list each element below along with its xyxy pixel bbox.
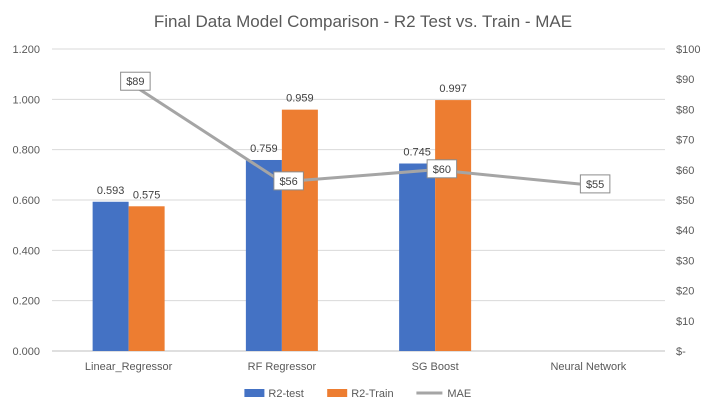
left-axis-tick-label: 0.600 xyxy=(12,195,40,207)
category-labels: Linear_Regressor RF Regressor SG Boost Neur… xyxy=(85,361,627,373)
bar-data-label: 0.959 xyxy=(286,93,314,105)
legend-label: R2-Train xyxy=(351,388,393,400)
right-axis-tick-label: $30 xyxy=(676,255,694,267)
mae-data-label: $60 xyxy=(426,159,458,179)
right-axis-tick-label: $- xyxy=(676,346,686,358)
chart-title: Final Data Model Comparison - R2 Test vs… xyxy=(154,12,572,31)
bar-data-label: 0.759 xyxy=(250,143,278,155)
category-label: Neural Network xyxy=(550,361,626,373)
right-axis-tick-label: $100 xyxy=(676,44,700,56)
legend-item-r2-train[interactable]: R2-Train xyxy=(327,388,394,400)
bar-r2-test xyxy=(399,163,436,351)
bars: 0.593 0.759 0.745 0.575 0.959 0.997 xyxy=(92,83,472,351)
mae-label-text: $55 xyxy=(586,179,604,191)
left-axis-tick-label: 0.400 xyxy=(12,245,40,257)
legend-item-r2-test[interactable]: R2-test xyxy=(244,388,304,400)
legend-swatch xyxy=(327,389,348,397)
right-axis-tick-label: $70 xyxy=(676,135,694,147)
bar-data-label: 0.745 xyxy=(403,147,431,159)
left-axis-tick-label: 0.000 xyxy=(12,346,40,358)
mae-label-box xyxy=(120,71,151,91)
category-label: Linear_Regressor xyxy=(85,361,173,373)
right-axis: $- $10 $20 $30 $40 $50 $60 $70 $80 $90 $100 xyxy=(676,44,700,358)
left-axis-tick-label: 1.000 xyxy=(12,94,40,106)
bar-r2-train xyxy=(281,109,318,351)
legend-label: MAE xyxy=(447,388,471,400)
legend-label: R2-test xyxy=(268,388,303,400)
bar-r2-train xyxy=(435,100,472,351)
left-axis-tick-label: 1.200 xyxy=(12,44,40,56)
right-axis-tick-label: $90 xyxy=(676,74,694,86)
right-axis-tick-label: $60 xyxy=(676,165,694,177)
category-label: SG Boost xyxy=(412,361,459,373)
right-axis-tick-label: $80 xyxy=(676,104,694,116)
mae-label-text: $60 xyxy=(433,164,451,176)
legend[interactable]: R2-test R2-Train MAE xyxy=(244,388,471,400)
mae-label-box xyxy=(273,171,304,191)
bar-r2-test xyxy=(92,201,129,351)
mae-label-box xyxy=(579,174,611,194)
legend-item-mae[interactable]: MAE xyxy=(416,388,471,400)
left-axis-tick-label: 0.800 xyxy=(12,145,40,157)
right-axis-tick-label: $10 xyxy=(676,316,694,328)
mae-label-box xyxy=(426,159,458,179)
mae-data-label: $89 xyxy=(120,71,151,91)
bar-r2-test xyxy=(245,159,282,351)
left-axis-tick-label: 0.200 xyxy=(12,296,40,308)
left-axis: 0.000 0.200 0.400 0.600 0.800 1.000 1.200 xyxy=(12,44,40,358)
mae-label-text: $89 xyxy=(126,76,144,88)
right-axis-tick-label: $40 xyxy=(676,225,694,237)
mae-data-label: $55 xyxy=(579,174,611,194)
bar-r2-train xyxy=(128,206,165,351)
right-axis-tick-label: $20 xyxy=(676,286,694,298)
mae-label-text: $56 xyxy=(279,176,297,188)
bar-data-label: 0.593 xyxy=(97,185,125,197)
category-label: RF Regressor xyxy=(248,361,317,373)
mae-line: $89 $56 $60 $55 xyxy=(120,71,611,194)
mae-data-label: $56 xyxy=(273,171,304,191)
mae-series-line xyxy=(127,80,589,187)
bar-data-label: 0.575 xyxy=(133,189,161,201)
legend-swatch xyxy=(244,389,265,397)
right-axis-tick-label: $50 xyxy=(676,195,694,207)
bar-data-label: 0.997 xyxy=(439,83,467,95)
